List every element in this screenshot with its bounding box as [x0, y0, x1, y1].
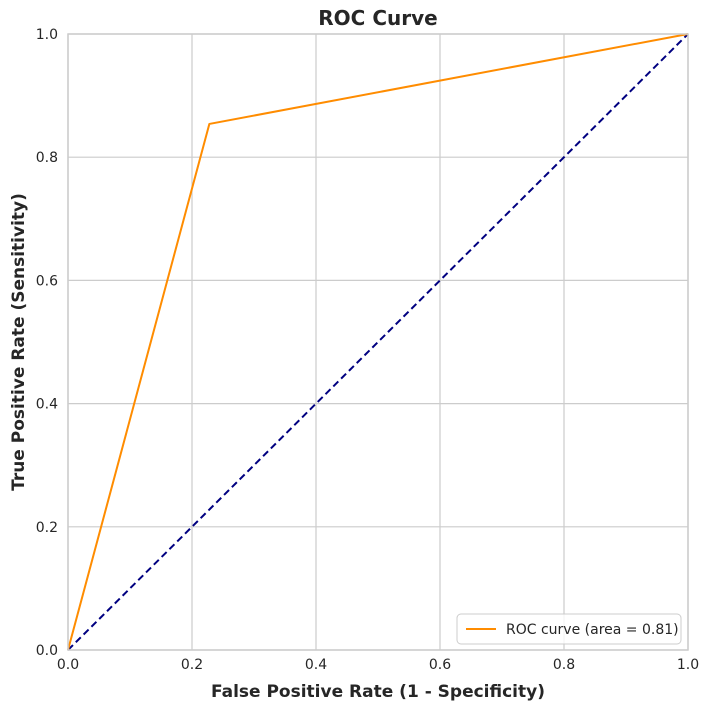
x-tick-label: 0.8 — [553, 657, 575, 673]
plot-frame — [67, 33, 689, 651]
y-tick-label: 0.2 — [36, 520, 58, 536]
x-tick-label: 0.6 — [429, 657, 451, 673]
x-axis-title: False Positive Rate (1 - Specificity) — [211, 682, 545, 702]
y-tick-label: 0.4 — [36, 397, 58, 413]
roc-curve-line — [67, 33, 689, 651]
x-tick-label: 0.2 — [181, 657, 203, 673]
series-layer — [67, 33, 689, 651]
y-tick-label: 0.0 — [36, 643, 58, 659]
x-tick-label: 0.0 — [57, 657, 79, 673]
y-tick-label: 1.0 — [36, 27, 58, 43]
ticks-layer: 0.0 0.2 0.4 0.6 0.8 1.0 0.0 0.2 0.4 0.6 0.8 1.0 — [36, 27, 699, 673]
reference-diagonal-line — [67, 33, 689, 651]
legend: ROC curve (area = 0.81) — [456, 613, 682, 645]
y-axis-title: True Positive Rate (Sensitivity) — [9, 193, 29, 491]
y-tick-label: 0.8 — [36, 150, 58, 166]
x-tick-label: 0.4 — [305, 657, 327, 673]
y-tick-label: 0.6 — [36, 273, 58, 289]
x-tick-label: 1.0 — [677, 657, 699, 673]
legend-box — [456, 613, 682, 645]
chart-title: ROC Curve — [318, 6, 437, 30]
legend-label-roc: ROC curve (area = 0.81) — [506, 622, 679, 638]
